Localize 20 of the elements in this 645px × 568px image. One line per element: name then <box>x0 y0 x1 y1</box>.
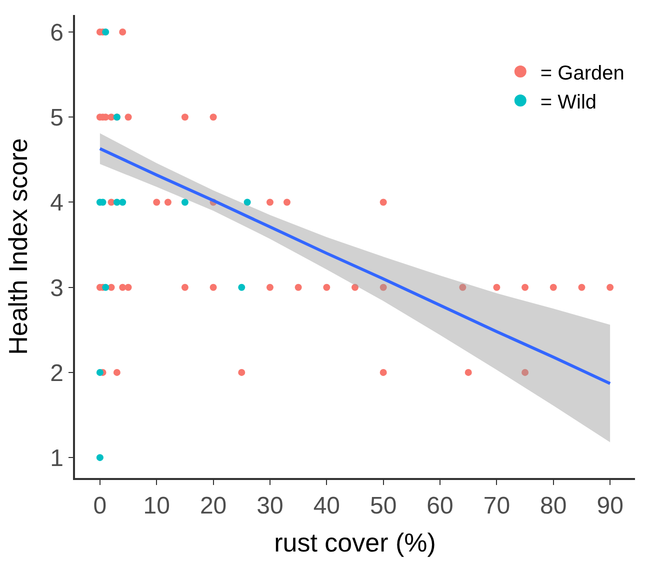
y-tick-label: 5 <box>50 104 64 132</box>
y-tick-label: 2 <box>50 360 64 387</box>
x-tick-label: 30 <box>256 492 284 520</box>
y-tick-label: 1 <box>50 444 64 472</box>
y-tick-label: 3 <box>50 274 64 302</box>
y-tick-label: 4 <box>50 190 64 217</box>
x-tick-label: 10 <box>143 492 170 520</box>
x-tick-label: 70 <box>483 492 510 520</box>
x-tick-label: 80 <box>540 492 567 520</box>
legend-label: = Garden <box>540 62 624 84</box>
legend-label: = Wild <box>540 91 597 114</box>
x-axis-title: rust cover (%) <box>274 528 436 558</box>
x-tick-label: 60 <box>426 492 454 520</box>
x-tick-label: 50 <box>370 492 397 520</box>
y-axis-title: Health Index score <box>2 138 33 355</box>
y-tick-label: 6 <box>50 19 64 46</box>
x-tick-label: 0 <box>93 492 107 520</box>
x-tick-label: 20 <box>200 492 227 520</box>
x-tick-label: 90 <box>596 492 624 520</box>
x-tick-label: 40 <box>313 492 340 520</box>
